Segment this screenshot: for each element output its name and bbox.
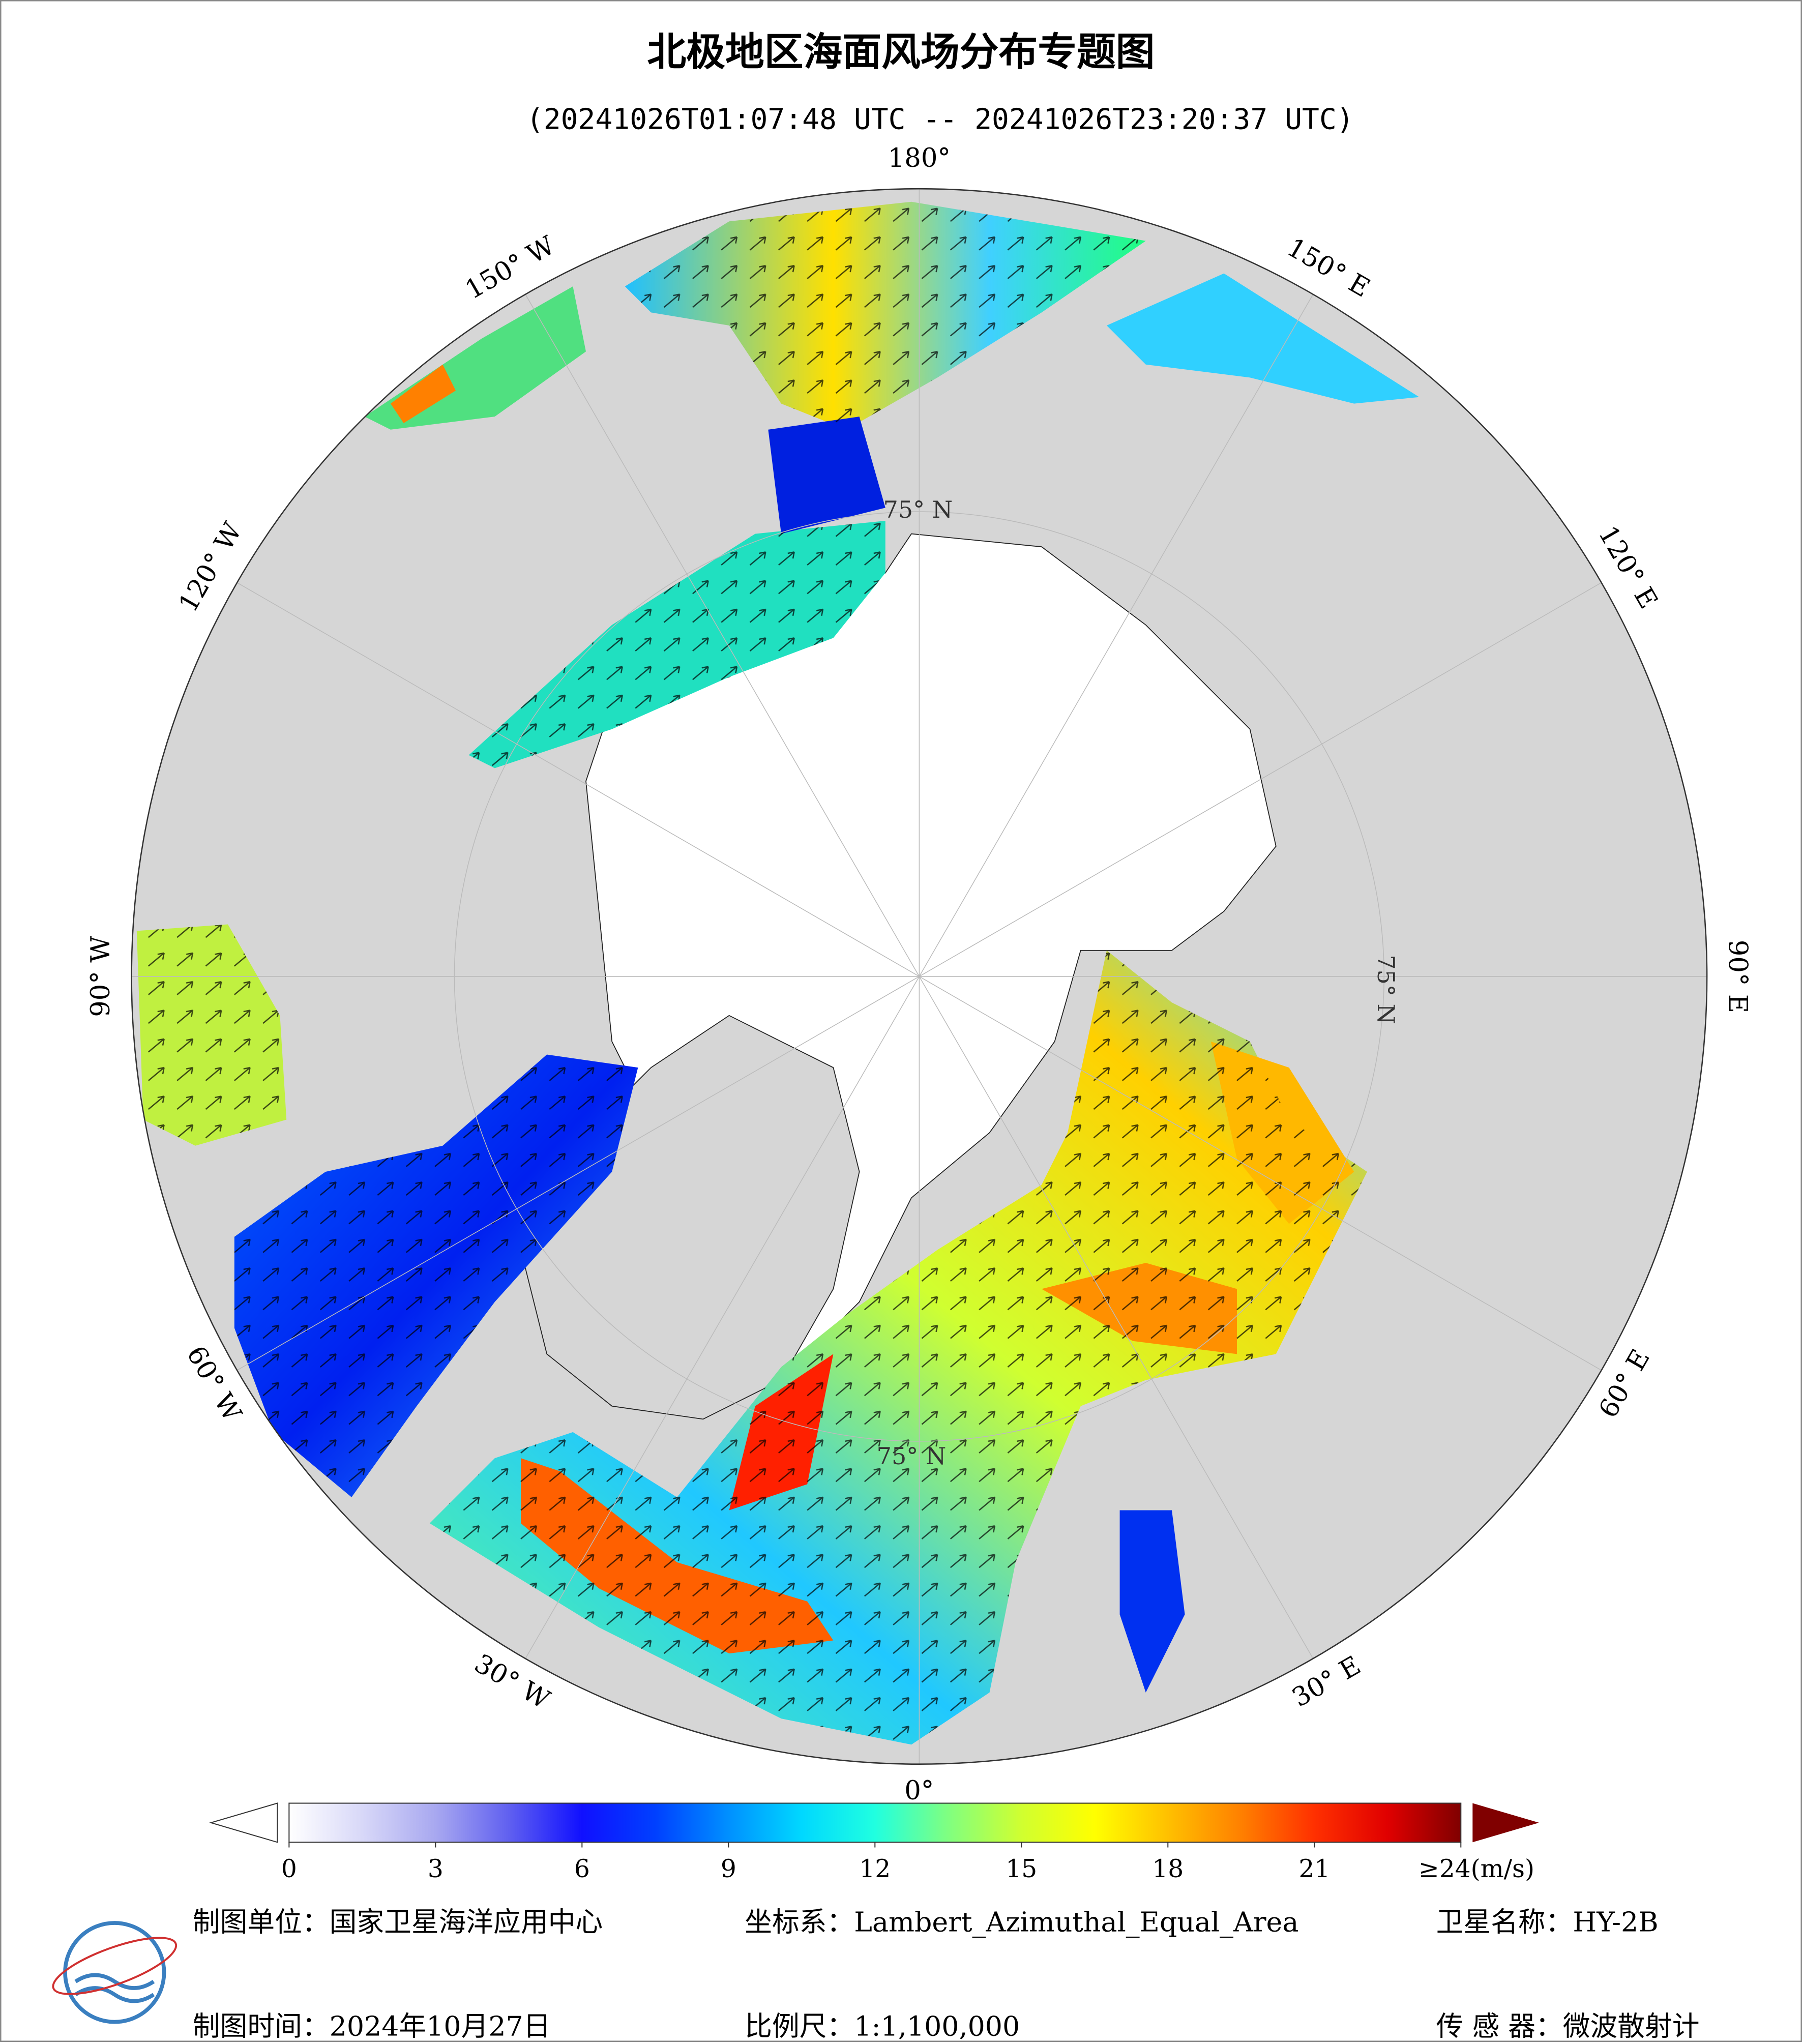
meridian [237, 582, 920, 977]
footer-date: 制图时间：2024年10月27日 [193, 2010, 551, 2042]
meridian [919, 294, 1314, 977]
footer-scale: 比例尺：1:1,100,000 [745, 2010, 1020, 2042]
colorbar-tick-label: 12 [859, 1855, 891, 1883]
colorbar-tick-label: 21 [1298, 1855, 1330, 1883]
footer-sensor: 传 感 器：微波散射计 [1436, 2010, 1700, 2042]
polar-map [131, 189, 1707, 1764]
latitude-label: 75° N [883, 496, 953, 523]
latitude-label: 75° N [877, 1442, 947, 1470]
subtitle: (20241026T01:07:48 UTC -- 20241026T23:20… [526, 103, 1354, 136]
colorbar-tick-label: 0 [281, 1855, 297, 1883]
longitude-label: 90° E [1722, 940, 1753, 1013]
colorbar-tick-label: 18 [1152, 1855, 1184, 1883]
footer-crs: 坐标系：Lambert_Azimuthal_Equal_Area [745, 1906, 1298, 1938]
footer-unit: 制图单位：国家卫星海洋应用中心 [193, 1906, 603, 1938]
latitude-label: 75° N [1372, 955, 1400, 1024]
meridian [919, 976, 1602, 1371]
meridian [919, 582, 1602, 977]
longitude-label: 90° W [85, 936, 116, 1017]
longitude-label: 180° [888, 143, 951, 173]
colorbar-tick-label: 15 [1006, 1855, 1037, 1883]
colorbar-tick-label: 3 [428, 1855, 444, 1883]
wind-field [136, 201, 1420, 1745]
colorbar-tick-label: 9 [721, 1855, 736, 1883]
colorbar [288, 1802, 1462, 1843]
meridian [919, 976, 1314, 1659]
parallel [454, 511, 1385, 1442]
logo [52, 1921, 178, 2024]
map-edge [131, 188, 1708, 1765]
footer-satellite: 卫星名称：HY-2B [1436, 1906, 1659, 1938]
colorbar-under-arrow [209, 1802, 278, 1843]
meridian [525, 976, 920, 1659]
meridian [525, 294, 920, 977]
title: 北极地区海面风场分布专题图 [647, 30, 1155, 75]
colorbar-over-arrow [1472, 1803, 1539, 1843]
colorbar-tick-label: ≥24(m/s) [1419, 1855, 1534, 1883]
colorbar-tick-label: 6 [574, 1855, 590, 1883]
meridian [237, 976, 920, 1371]
longitude-label: 0° [904, 1775, 934, 1806]
